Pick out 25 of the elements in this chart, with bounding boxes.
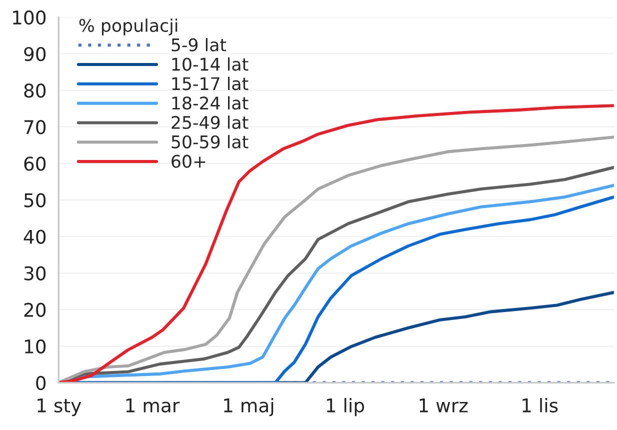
y-tick-label: 90 bbox=[24, 46, 46, 62]
legend-label: 50-59 lat bbox=[172, 135, 248, 148]
legend-label: 60+ bbox=[172, 154, 206, 168]
y-tick-label: 100 bbox=[13, 10, 46, 25]
y-tick-label: 10 bbox=[25, 339, 46, 354]
y-tick-label: 20 bbox=[24, 302, 46, 317]
y-tick-label: 80 bbox=[24, 84, 46, 98]
y-tick-label: 30 bbox=[24, 266, 46, 280]
x-tick-label: 1 lis bbox=[522, 398, 558, 412]
legend-label: 15-17 lat bbox=[172, 76, 248, 90]
x-tick-label: 1 mar bbox=[126, 398, 180, 412]
legend-label: 18-24 lat bbox=[172, 96, 248, 110]
y-tick-label: 70 bbox=[24, 120, 46, 134]
x-tick-label: 1 wrz bbox=[420, 398, 468, 412]
x-tick-label: 1 sty bbox=[38, 398, 82, 416]
x-tick-label: 1 maj bbox=[224, 398, 274, 416]
x-tick-label: 1 lip bbox=[326, 398, 364, 416]
legend-label: 5-9 lat bbox=[172, 38, 226, 52]
y-tick-label: 50 bbox=[24, 193, 46, 208]
y-tick-label: 60 bbox=[24, 156, 46, 171]
y-tick-label: 40 bbox=[24, 230, 46, 244]
legend-title: % populacji bbox=[79, 18, 178, 36]
y-tick-label: 0 bbox=[36, 376, 46, 390]
legend-label: 10-14 lat bbox=[172, 57, 248, 71]
legend-label: 25-49 lat bbox=[172, 116, 248, 130]
